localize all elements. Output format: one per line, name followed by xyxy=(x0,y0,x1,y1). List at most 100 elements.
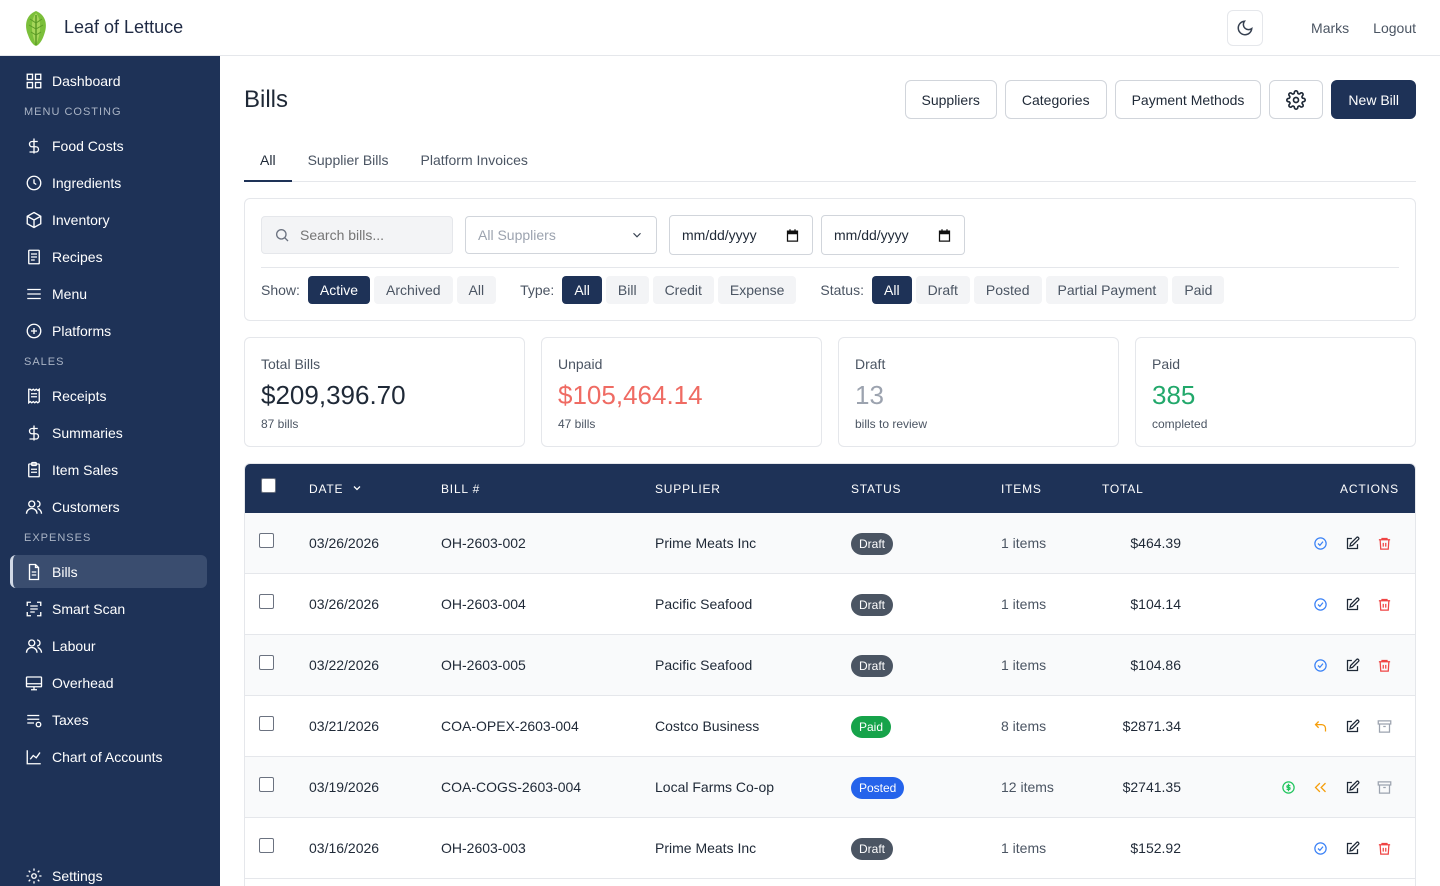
chevron-down-icon xyxy=(633,232,641,238)
row-checkbox[interactable] xyxy=(259,655,274,670)
edit-action-button[interactable] xyxy=(1343,595,1361,613)
brand[interactable]: Leaf of Lettuce xyxy=(20,9,183,47)
user-link[interactable]: Marks xyxy=(1311,20,1350,36)
row-checkbox[interactable] xyxy=(259,533,274,548)
settings-button[interactable] xyxy=(1269,80,1324,119)
search-input[interactable] xyxy=(300,227,440,243)
new-bill-button[interactable]: New Bill xyxy=(1331,80,1416,119)
sidebar-item-labour[interactable]: Labour xyxy=(10,629,207,662)
row-checkbox[interactable] xyxy=(259,777,274,792)
row-bill-number[interactable]: OH-2603-005 xyxy=(441,657,526,673)
stat-card-unpaid: Unpaid $105,464.14 47 bills xyxy=(541,337,822,447)
sidebar-item-bills[interactable]: Bills xyxy=(10,555,207,588)
filter-divider xyxy=(261,267,1399,268)
sidebar-item-smart-scan[interactable]: Smart Scan xyxy=(10,592,207,625)
archive-action-button[interactable] xyxy=(1375,717,1393,735)
row-supplier: Local Farms Co-op xyxy=(655,779,775,795)
sidebar-item-settings[interactable]: Settings xyxy=(10,859,207,886)
date-column-header[interactable]: DATE xyxy=(309,482,363,496)
search-box[interactable] xyxy=(261,216,453,254)
row-checkbox[interactable] xyxy=(259,716,274,731)
type-expense-pill[interactable]: Expense xyxy=(717,276,797,304)
sidebar-item-dashboard[interactable]: Dashboard xyxy=(10,64,207,97)
show-active-pill[interactable]: Active xyxy=(307,276,371,304)
undo-icon xyxy=(1314,720,1326,731)
suppliers-button[interactable]: Suppliers xyxy=(904,80,997,119)
table-row[interactable]: 03/16/2026 OH-2603-003 Prime Meats Inc D… xyxy=(245,818,1415,879)
sidebar-item-summaries[interactable]: Summaries xyxy=(10,416,207,449)
header-label: DATE xyxy=(309,482,344,496)
stat-label: Unpaid xyxy=(558,356,603,372)
sidebar-item-receipts[interactable]: Receipts xyxy=(10,379,207,412)
table-row[interactable]: 03/21/2026 COA-OPEX-2603-004 Costco Busi… xyxy=(245,696,1415,757)
sidebar-item-ingredients[interactable]: Ingredients xyxy=(10,166,207,199)
status-posted-pill[interactable]: Posted xyxy=(973,276,1042,304)
delete-action-button[interactable] xyxy=(1375,534,1393,552)
show-all-pill[interactable]: All xyxy=(456,276,497,304)
post-action-button[interactable] xyxy=(1311,839,1329,857)
tab-supplier-bills[interactable]: Supplier Bills xyxy=(307,152,389,168)
type-bill-pill[interactable]: Bill xyxy=(605,276,649,304)
tab-platform-invoices[interactable]: Platform Invoices xyxy=(420,152,528,168)
trash-icon xyxy=(1378,659,1390,672)
sidebar-item-platforms[interactable]: Platforms xyxy=(10,314,207,347)
edit-action-button[interactable] xyxy=(1343,534,1361,552)
sidebar-item-menu[interactable]: Menu xyxy=(10,277,207,310)
sidebar-item-taxes[interactable]: Taxes xyxy=(10,703,207,736)
type-credit-pill[interactable]: Credit xyxy=(652,276,714,304)
theme-toggle-button[interactable] xyxy=(1227,10,1264,46)
sidebar-item-inventory[interactable]: Inventory xyxy=(10,203,207,236)
revert-action-button[interactable] xyxy=(1311,717,1329,735)
categories-button[interactable]: Categories xyxy=(1004,80,1107,119)
supplier-select[interactable]: All Suppliers xyxy=(465,216,657,254)
post-action-button[interactable] xyxy=(1311,656,1329,674)
row-bill-number[interactable]: COA-COGS-2603-004 xyxy=(441,779,582,795)
table-row[interactable]: 03/19/2026 COA-COGS-2603-004 Local Farms… xyxy=(245,757,1415,818)
row-bill-number[interactable]: COA-OPEX-2603-004 xyxy=(441,718,579,734)
date-to-value: mm/dd/yyyy xyxy=(834,227,909,243)
sidebar-item-customers[interactable]: Customers xyxy=(10,490,207,523)
edit-action-button[interactable] xyxy=(1343,717,1361,735)
sidebar-item-recipes[interactable]: Recipes xyxy=(10,240,207,273)
row-checkbox[interactable] xyxy=(259,594,274,609)
row-bill-number[interactable]: OH-2603-002 xyxy=(441,535,526,551)
delete-action-button[interactable] xyxy=(1375,839,1393,857)
archive-action-button[interactable] xyxy=(1375,778,1393,796)
post-action-button[interactable] xyxy=(1311,595,1329,613)
sidebar-item-item-sales[interactable]: Item Sales xyxy=(10,453,207,486)
row-bill-number[interactable]: OH-2603-003 xyxy=(441,840,526,856)
delete-action-button[interactable] xyxy=(1375,595,1393,613)
sidebar-item-chart-of-accounts[interactable]: Chart of Accounts xyxy=(10,740,207,773)
status-all-pill[interactable]: All xyxy=(872,276,912,304)
post-action-button[interactable] xyxy=(1311,534,1329,552)
row-bill-number[interactable]: OH-2603-004 xyxy=(441,596,526,612)
payment-methods-button[interactable]: Payment Methods xyxy=(1114,80,1262,119)
sidebar-item-label: Labour xyxy=(52,637,96,654)
tab-all[interactable]: All xyxy=(244,142,292,182)
row-checkbox[interactable] xyxy=(259,838,274,853)
select-all-checkbox[interactable] xyxy=(261,478,276,493)
sidebar-item-food-costs[interactable]: Food Costs xyxy=(10,129,207,162)
date-from-value: mm/dd/yyyy xyxy=(682,227,757,243)
logout-link[interactable]: Logout xyxy=(1373,20,1416,36)
type-all-pill[interactable]: All xyxy=(562,276,602,304)
delete-action-button[interactable] xyxy=(1375,656,1393,674)
edit-action-button[interactable] xyxy=(1343,778,1361,796)
edit-action-button[interactable] xyxy=(1343,839,1361,857)
status-paid-pill[interactable]: Paid xyxy=(1172,276,1225,304)
rewind-icon xyxy=(1314,782,1326,792)
status-draft-pill[interactable]: Draft xyxy=(915,276,970,304)
date-to-input[interactable]: mm/dd/yyyy xyxy=(821,215,965,255)
pay-action-button[interactable] xyxy=(1279,778,1297,796)
row-date: 03/21/2026 xyxy=(309,718,380,734)
table-row[interactable]: 03/26/2026 OH-2603-002 Prime Meats Inc D… xyxy=(245,513,1415,574)
show-archived-pill[interactable]: Archived xyxy=(374,276,453,304)
sidebar-item-overhead[interactable]: Overhead xyxy=(10,666,207,699)
sidebar-item-label: Bills xyxy=(52,563,78,580)
table-row[interactable]: 03/22/2026 OH-2603-005 Pacific Seafood D… xyxy=(245,635,1415,696)
unpost-action-button[interactable] xyxy=(1311,778,1329,796)
status-partial-payment-pill[interactable]: Partial Payment xyxy=(1045,276,1169,304)
date-from-input[interactable]: mm/dd/yyyy xyxy=(669,215,813,255)
table-row[interactable]: 03/26/2026 OH-2603-004 Pacific Seafood D… xyxy=(245,574,1415,635)
edit-action-button[interactable] xyxy=(1343,656,1361,674)
